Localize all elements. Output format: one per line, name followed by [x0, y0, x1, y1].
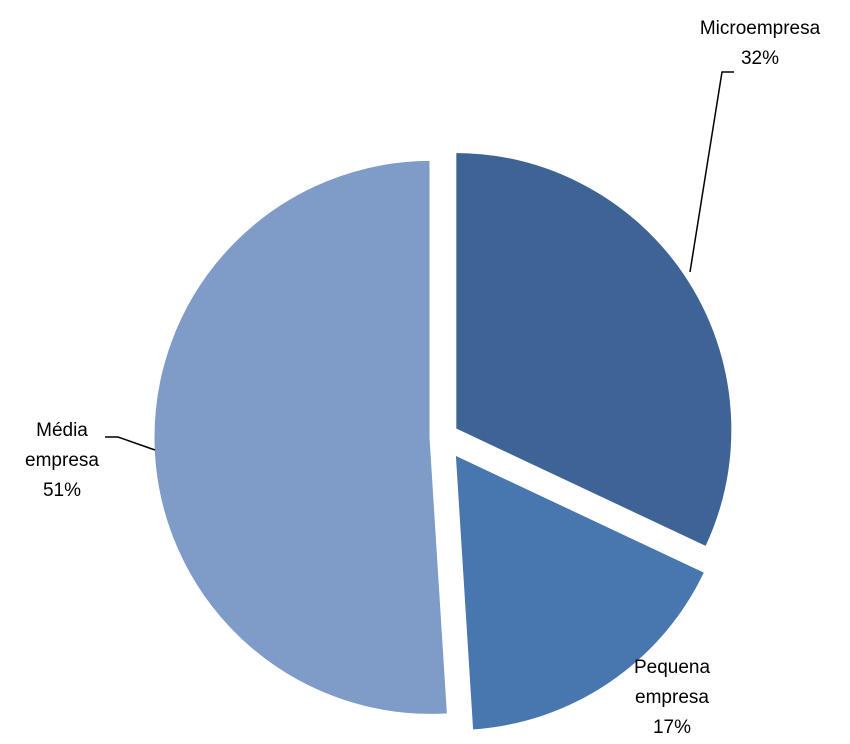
data-label-line: 32% — [741, 48, 779, 69]
data-label-microempresa: Microempresa 32% — [700, 18, 821, 69]
leader-line-microempresa — [689, 71, 734, 273]
data-label-media-empresa: Média empresa 51% — [25, 420, 99, 501]
data-label-line: empresa — [635, 687, 709, 708]
data-label-line: Média — [36, 420, 88, 441]
slices-layer — [151, 149, 735, 733]
data-label-line: Pequena — [634, 657, 711, 678]
data-label-line: empresa — [25, 450, 99, 471]
pie-slice-pequena-empresa — [452, 452, 708, 733]
data-label-pequena-empresa: Pequena empresa 17% — [634, 657, 711, 738]
data-label-line: 17% — [653, 717, 691, 738]
leader-lines-layer — [105, 71, 734, 451]
leader-line-media-empresa — [105, 436, 156, 451]
pie-slice-microempresa — [453, 149, 735, 550]
data-label-line: 51% — [43, 480, 81, 501]
pie-slice-media-empresa — [151, 157, 450, 717]
data-label-line: Microempresa — [700, 18, 821, 39]
data-labels-layer: Microempresa 32% Pequena empresa 17% Média emp… — [25, 18, 821, 738]
